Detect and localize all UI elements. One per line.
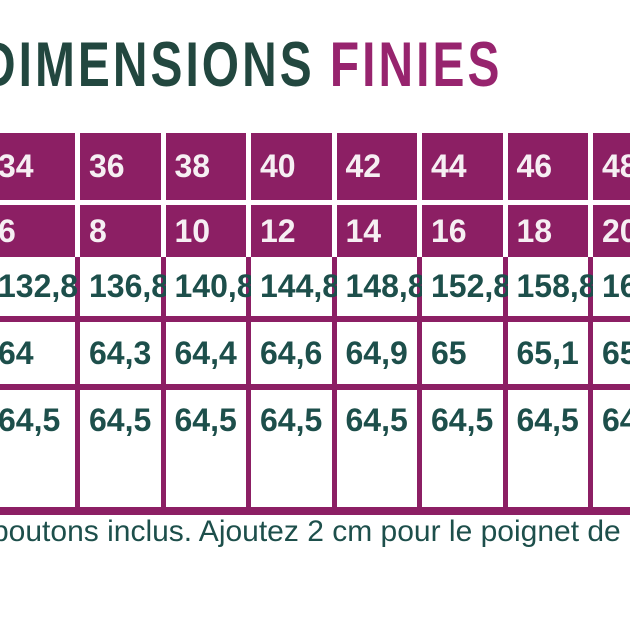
size-header-cell: 8 [80,205,161,257]
measurement-cell: 140,8 [165,257,255,316]
size-header-cell: 12 [251,205,332,257]
measurement-cell: 64,5 [0,390,75,507]
header-row: 6 8 10 12 14 16 18 20 [0,205,630,257]
size-chart-body: 132,8 136,8 140,8 144,8 148,8 152,8 158,8 16 64 6… [0,257,630,515]
measurement-cell: 16 [593,257,630,316]
size-header-cell: 46 [507,133,588,200]
size-header-cell: 16 [422,205,503,257]
size-header-cell: 6 [0,205,75,257]
measurement-cell: 64,4 [165,322,246,384]
size-chart-table: 34 36 38 40 42 44 46 48 6 8 10 12 14 16 18 20 132,8 136,… [0,133,630,515]
measurement-cell: 65 [422,322,503,384]
measurement-cell: 152,8 [422,257,511,316]
size-header-cell: 42 [336,133,417,200]
measurement-cell: 64,5 [165,390,246,507]
size-header-cell: 44 [422,133,503,200]
size-header-cell: 36 [80,133,161,200]
measurement-cell: 148,8 [336,257,426,316]
measurement-cell: 64,5 [422,390,503,507]
measurement-cell: 158,8 [507,257,597,316]
measurement-cell: 64,5 [507,390,588,507]
size-header-cell: 10 [165,205,246,257]
title-word-dimensions: DIMENSIONS [0,30,315,100]
measurement-cell: 64,5 [80,390,161,507]
measurement-cell: 64,5 [251,390,332,507]
measurement-cell: 64,3 [80,322,161,384]
measurement-cell: 64,5 [336,390,417,507]
size-header-cell: 48 [593,133,630,200]
size-header-cell: 38 [165,133,246,200]
footnote-text: boutons inclus. Ajoutez 2 cm pour le poi… [0,515,630,548]
measurement-cell: 65 [593,322,630,384]
data-row: 64,5 64,5 64,5 64,5 64,5 64,5 64,5 64 [0,390,630,507]
size-header-cell: 34 [0,133,75,200]
size-header-cell: 18 [507,205,588,257]
measurement-cell: 64,9 [336,322,417,384]
size-header-cell: 14 [336,205,417,257]
measurement-cell: 144,8 [251,257,340,316]
page-title: DIMENSIONS FINIES [0,34,502,97]
measurement-cell: 64 [593,390,630,507]
measurement-cell: 64,6 [251,322,332,384]
header-row: 34 36 38 40 42 44 46 48 [0,133,630,200]
measurement-cell: 65,1 [507,322,588,384]
data-row: 64 64,3 64,4 64,6 64,9 65 65,1 65 [0,322,630,384]
measurement-cell: 132,8 [0,257,78,316]
measurement-cell: 64 [0,322,75,384]
measurement-cell: 136,8 [80,257,169,316]
title-word-finies: FINIES [329,30,503,100]
size-header-cell: 20 [593,205,630,257]
data-row: 132,8 136,8 140,8 144,8 148,8 152,8 158,8 16 [0,257,630,316]
size-header-cell: 40 [251,133,332,200]
size-chart-header: 34 36 38 40 42 44 46 48 6 8 10 12 14 16 18 20 [0,133,630,257]
